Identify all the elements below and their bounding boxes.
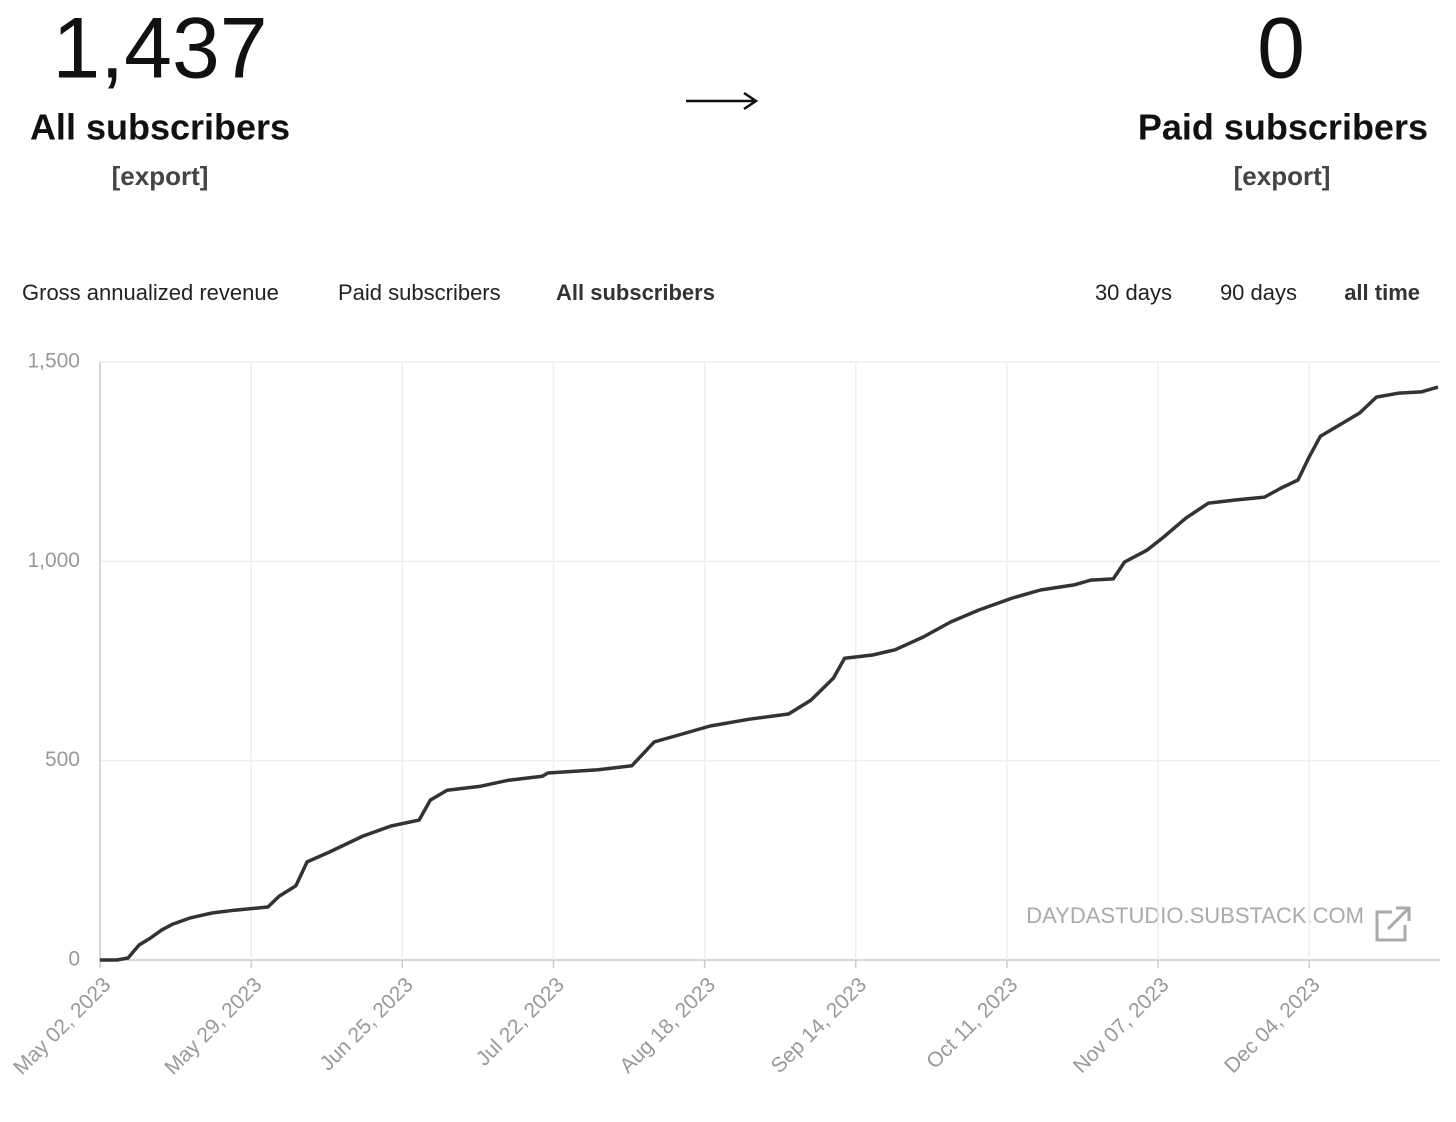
x-tick-label: Sep 14, 2023: [767, 973, 872, 1078]
x-tick-label: Jun 25, 2023: [316, 973, 418, 1075]
x-tick-label: Oct 11, 2023: [922, 973, 1022, 1073]
x-tick-label: Dec 04, 2023: [1220, 973, 1325, 1078]
arrow: [686, 91, 759, 111]
x-tick-label: Jul 22, 2023: [472, 973, 569, 1070]
range-tab[interactable]: 30 days: [1095, 280, 1172, 305]
x-tick-label: May 02, 2023: [9, 973, 115, 1079]
all-export[interactable]: [export]: [112, 161, 209, 191]
paid-export[interactable]: [export]: [1234, 161, 1331, 191]
y-tick-label: 1,500: [27, 350, 80, 373]
series-line: [100, 385, 1439, 962]
y-tick-label: 0: [68, 948, 80, 971]
y-tick-label: 500: [45, 748, 80, 771]
paid-count: 0: [1257, 1, 1305, 97]
range-tab[interactable]: 90 days: [1220, 280, 1297, 305]
all-label: All subscribers: [30, 107, 290, 148]
x-tick-label: Nov 07, 2023: [1069, 973, 1174, 1078]
y-tick-label: 1,000: [27, 549, 80, 572]
all-count: 1,437: [52, 1, 267, 97]
watermark: DAYDASTUDIO.SUBSTACK.COM: [1026, 903, 1364, 928]
metric-tab[interactable]: Paid subscribers: [338, 280, 501, 305]
metric-tab[interactable]: Gross annualized revenue: [22, 280, 279, 305]
range-tab[interactable]: all time: [1344, 280, 1420, 305]
metric-tab[interactable]: All subscribers: [556, 280, 715, 305]
external-link-icon: [1375, 906, 1411, 942]
x-tick-label: Aug 18, 2023: [615, 973, 720, 1078]
paid-label: Paid subscribers: [1138, 107, 1428, 148]
x-tick-label: May 29, 2023: [160, 973, 266, 1079]
